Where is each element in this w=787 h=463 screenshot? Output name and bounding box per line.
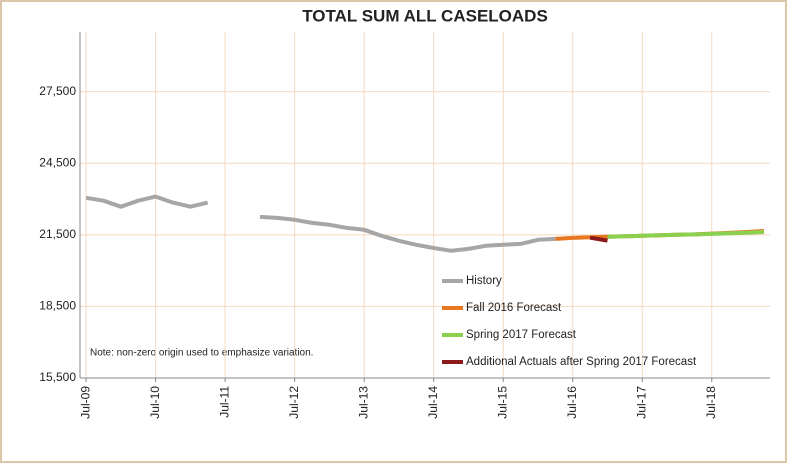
y-tick-label: 21,500: [39, 227, 76, 241]
x-tick-label: Jul-10: [148, 386, 162, 419]
legend-label: History: [466, 275, 502, 287]
legend-label: Spring 2017 Forecast: [466, 329, 577, 341]
x-tick-label: Jul-18: [704, 386, 718, 419]
legend-label: Additional Actuals after Spring 2017 For…: [466, 356, 697, 368]
y-tick-label: 24,500: [39, 155, 76, 169]
y-tick-label: 27,500: [39, 84, 76, 98]
x-tick-label: Jul-14: [426, 386, 440, 419]
x-tick-label: Jul-12: [287, 386, 301, 419]
series-line: [589, 235, 608, 243]
x-tick-label: Jul-13: [356, 386, 370, 419]
y-tick-label: 15,500: [39, 370, 76, 384]
legend-label: Fall 2016 Forecast: [466, 302, 562, 314]
x-tick-label: Jul-09: [78, 386, 92, 419]
note: Note: non-zero origin used to emphasize …: [90, 348, 313, 359]
x-tick-label: Jul-16: [565, 386, 579, 419]
y-tick-label: 18,500: [39, 299, 76, 313]
x-tick-label: Jul-15: [495, 386, 509, 419]
chart-title: TOTAL SUM ALL CASELOADS: [302, 6, 548, 25]
x-tick-label: Jul-17: [634, 386, 648, 419]
series-line: [85, 194, 556, 253]
series-line: [607, 230, 764, 239]
x-tick-label: Jul-11: [217, 386, 231, 418]
